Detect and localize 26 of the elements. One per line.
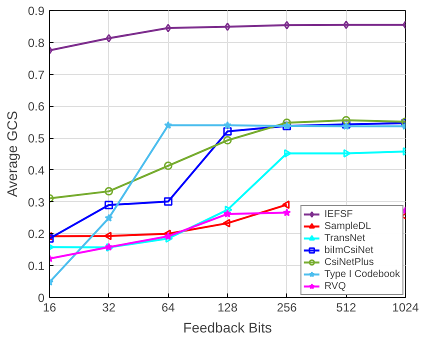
x-tick-label: 128 [217, 300, 238, 314]
x-tick-label: 64 [161, 300, 176, 314]
legend-label: RVQ [324, 280, 346, 292]
y-tick-label: 0.6 [28, 100, 45, 114]
y-tick-label: 0.4 [28, 163, 45, 178]
x-tick-label: 256 [276, 300, 298, 314]
x-tick-label: 32 [102, 300, 116, 314]
legend-label: TransNet [324, 232, 366, 244]
y-tick-label: 0.5 [28, 132, 45, 146]
y-tick-label: 0.1 [28, 259, 45, 274]
y-axis-title: Average GCS [4, 110, 20, 198]
x-tick-label: 1024 [392, 300, 420, 314]
legend-label: IEFSF [324, 208, 353, 220]
y-tick-label: 0.2 [28, 227, 45, 242]
y-tick-label: 0.7 [28, 68, 45, 82]
legend-label: CsiNetPlus [324, 256, 374, 268]
legend-label: Type I Codebook [324, 268, 400, 280]
y-tick-label: 0 [38, 291, 45, 305]
y-tick-label: 0.8 [28, 36, 45, 50]
y-tick-label: 0.9 [28, 4, 45, 18]
x-axis-title: Feedback Bits [183, 320, 272, 336]
legend-label: biImCsiNet [324, 244, 374, 256]
x-tick-label: 512 [336, 300, 357, 314]
legend-label: SampleDL [324, 220, 372, 232]
y-tick-label: 0.3 [28, 195, 45, 210]
x-tick-label: 16 [42, 300, 56, 314]
